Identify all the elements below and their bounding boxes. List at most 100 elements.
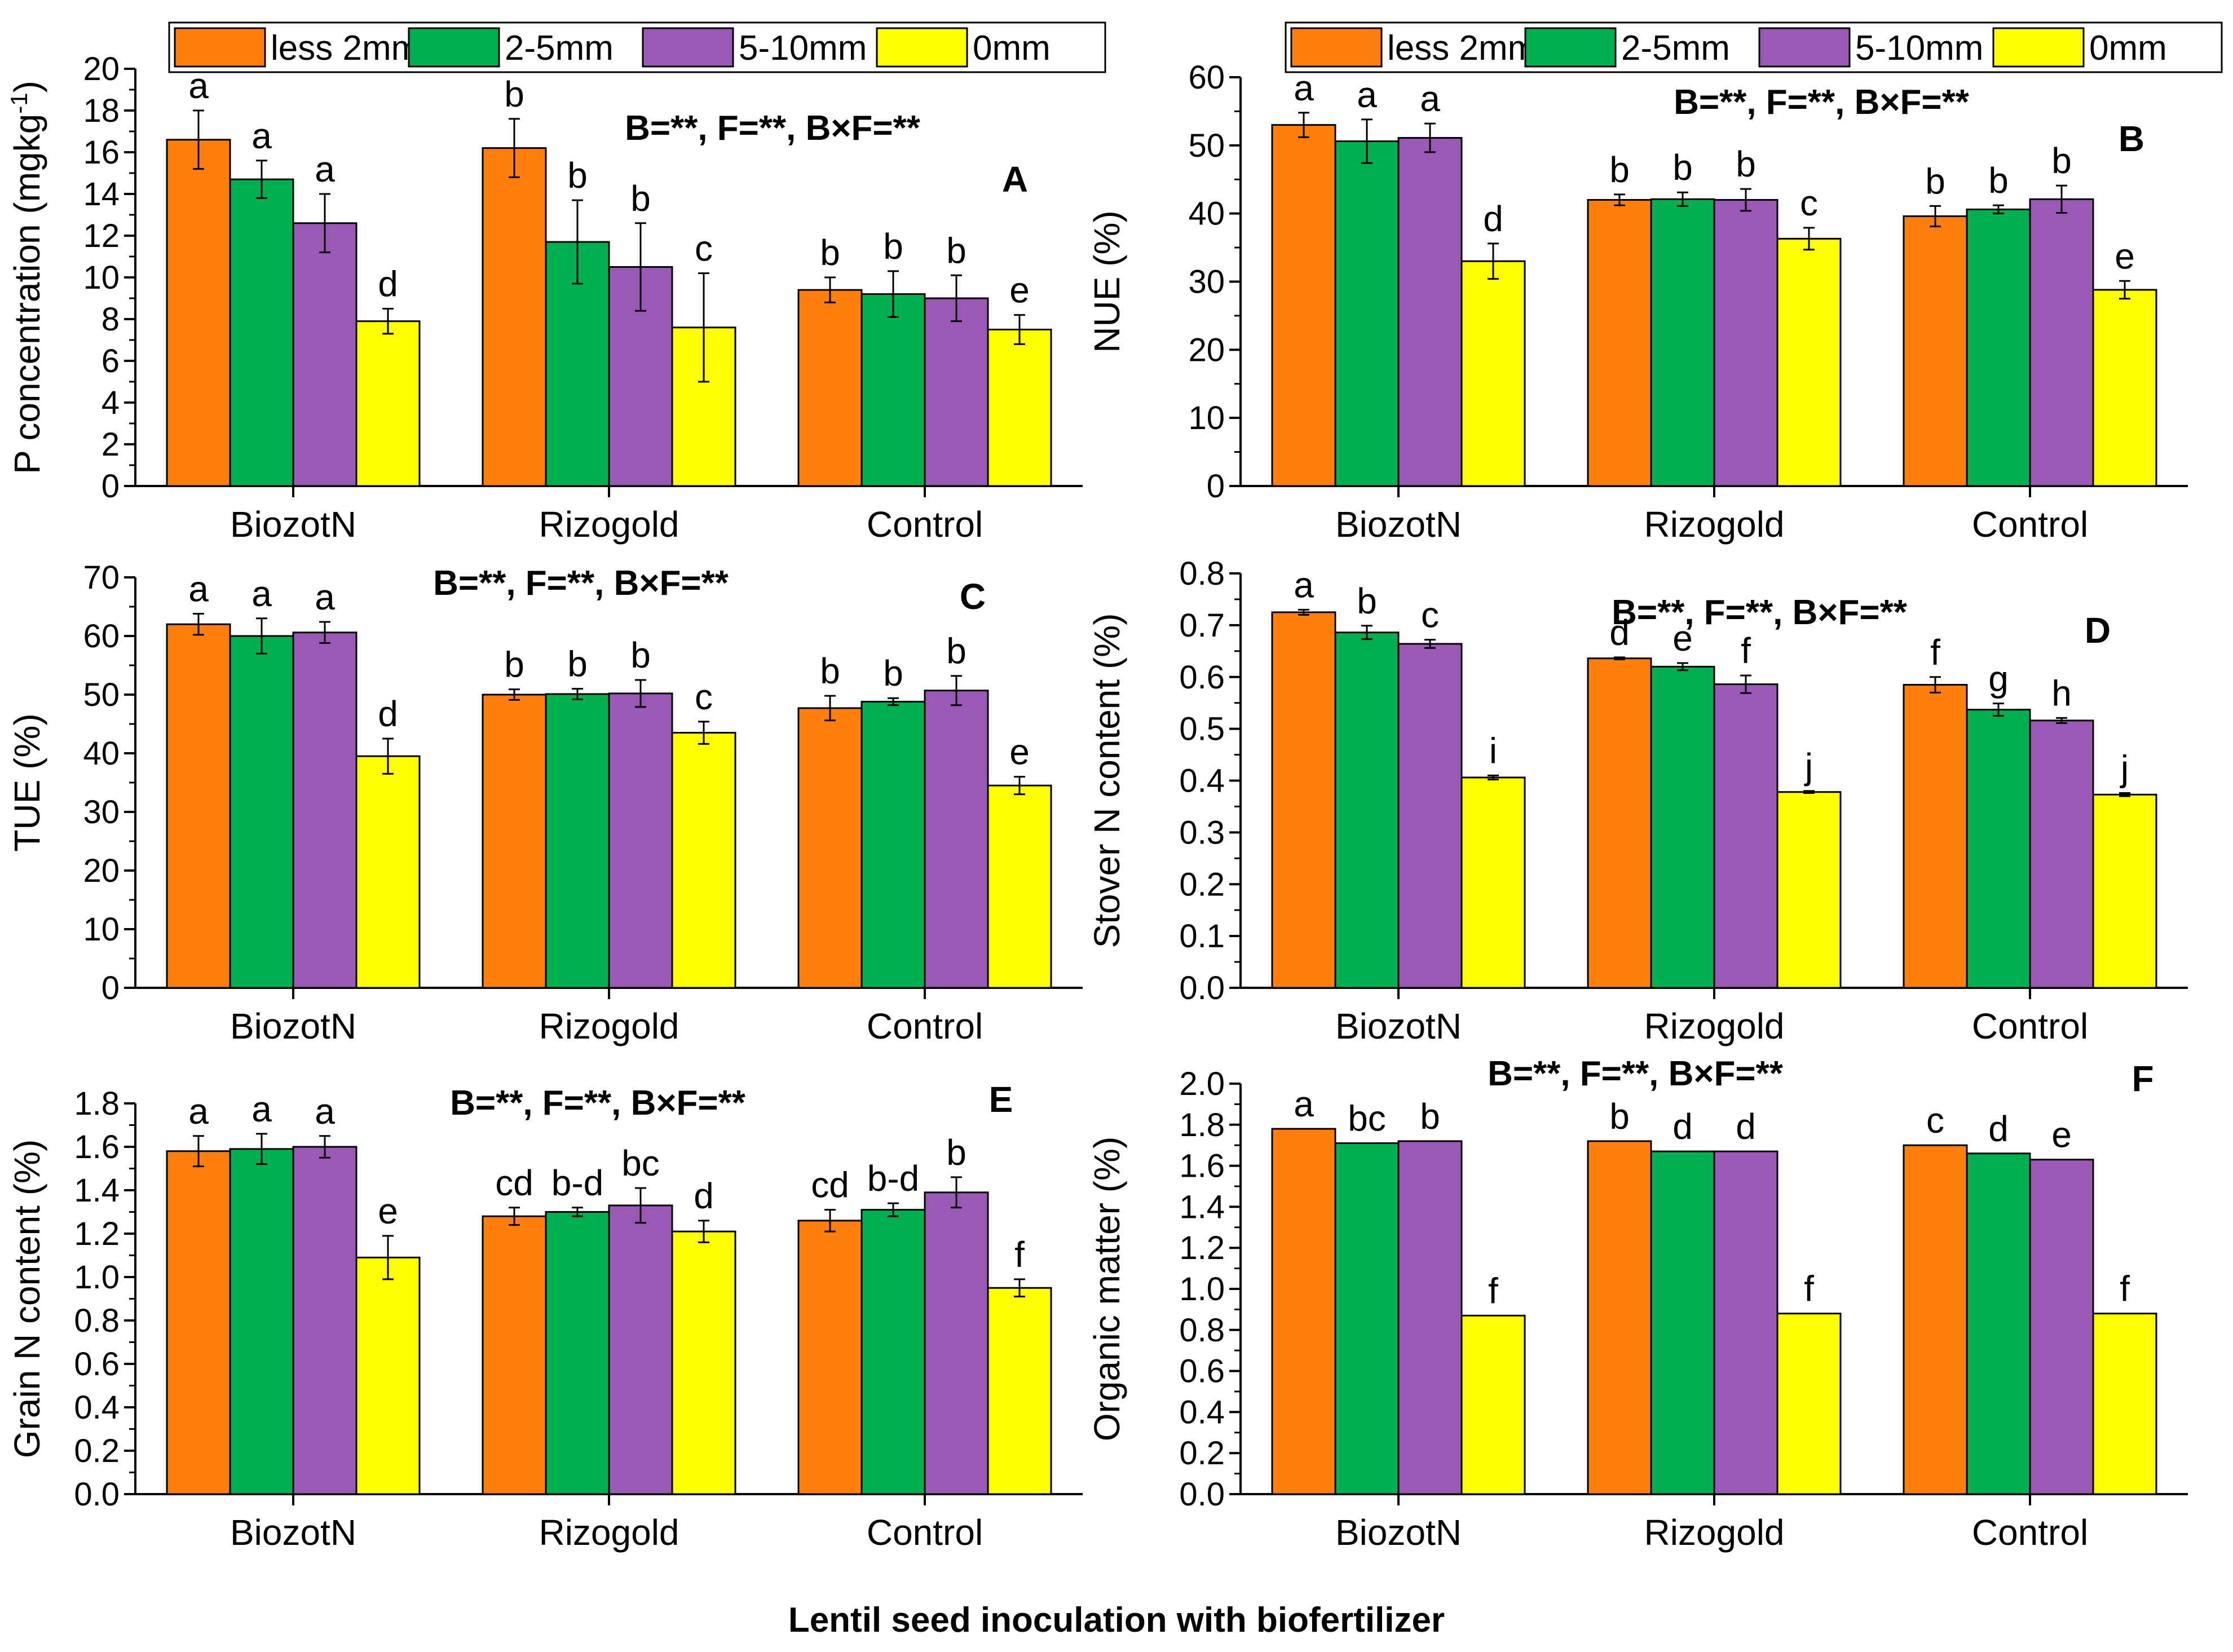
panel-letter: E: [989, 1079, 1013, 1120]
y-tick-label: 1.8: [74, 1085, 120, 1122]
bar: [1460, 1314, 1526, 1495]
significance-letter: f: [1930, 632, 1940, 673]
y-tick-label: 60: [83, 618, 120, 655]
x-category-label: BiozotN: [1335, 1512, 1462, 1553]
bar: [2029, 719, 2094, 989]
bar: [229, 1148, 294, 1495]
bar: [1776, 237, 1842, 487]
significance-letter: cd: [811, 1165, 849, 1205]
bar: [2092, 793, 2157, 989]
bar: [229, 178, 294, 487]
bar: [2029, 198, 2094, 487]
panel-letter: D: [2085, 610, 2111, 651]
y-tick-label: 0.6: [74, 1346, 120, 1382]
bar: [1397, 137, 1463, 487]
panel-letter: A: [1002, 159, 1028, 200]
significance-letter: b: [630, 635, 651, 675]
significance-letter: j: [2120, 748, 2129, 789]
y-tick-label: 0.4: [74, 1389, 120, 1426]
y-tick-label: 12: [83, 218, 120, 254]
panel-a: 0 2 4 6 8 10 12 14 16 18 20 P concentration (mgkg-1…: [6, 21, 1106, 545]
legend-swatch: [1290, 27, 1383, 68]
bar: [1460, 260, 1526, 487]
bar: [860, 700, 926, 989]
legend-label: 0mm: [2089, 29, 2167, 68]
significance-letter: a: [1294, 564, 1314, 605]
significance-letter: b: [504, 74, 524, 114]
significance-letter: c: [695, 677, 713, 717]
panel-d: 0.0 0.1 0.2 0.3 0.4 0.5 0.6 0.7 0.8 Stover N cont…: [1087, 555, 2188, 1046]
significance-letter: e: [2051, 1115, 2072, 1155]
legend-label: 5-10mm: [1855, 29, 1983, 68]
anova-stats-label: B=**, F=**, B×F=**: [1488, 1054, 1784, 1093]
bar: [924, 297, 989, 487]
significance-letter: g: [1988, 659, 2009, 699]
y-tick-label: 50: [83, 677, 120, 713]
y-tick-label: 20: [1188, 332, 1225, 368]
significance-letter: e: [1009, 732, 1030, 772]
significance-letter: a: [1294, 1084, 1314, 1124]
significance-letter: b: [1925, 161, 1945, 201]
significance-letter: b: [1609, 1096, 1630, 1137]
bar: [608, 1204, 673, 1495]
x-category-label: Rizogold: [539, 1006, 679, 1046]
bar: [1460, 776, 1526, 989]
y-tick-label: 0.0: [1179, 970, 1225, 1006]
y-tick-label: 0.7: [1179, 607, 1225, 644]
y-tick-label: 0.6: [1179, 659, 1225, 696]
bar: [797, 707, 863, 989]
bar: [1903, 215, 1968, 487]
significance-letter: b: [1988, 160, 2009, 201]
x-category-label: BiozotN: [1335, 504, 1462, 545]
legend-swatch: [1992, 27, 2085, 68]
significance-letter: e: [1672, 618, 1693, 659]
significance-letter: c: [1926, 1100, 1944, 1141]
y-tick-label: 10: [83, 259, 120, 296]
figure-x-axis-label: Lentil seed inoculation with biofertiliz…: [788, 1601, 1445, 1640]
bar: [1271, 124, 1336, 487]
significance-letter: i: [1489, 730, 1497, 771]
significance-letter: a: [315, 149, 335, 189]
bar: [545, 1211, 610, 1495]
y-tick-label: 0.0: [74, 1476, 120, 1513]
significance-letter: e: [378, 1191, 398, 1231]
bar: [2029, 1159, 2094, 1495]
significance-letter: f: [1804, 1269, 1814, 1309]
legend-label: 5-10mm: [739, 29, 867, 68]
significance-letter: b: [883, 226, 903, 267]
y-tick-label: 4: [102, 385, 120, 421]
significance-letter: f: [1741, 630, 1751, 671]
significance-letter: h: [2051, 673, 2072, 713]
bar: [292, 631, 358, 989]
bar: [987, 1287, 1052, 1495]
significance-letter: a: [315, 1091, 335, 1132]
significance-letter: f: [1488, 1270, 1498, 1311]
legend-label: 0mm: [973, 29, 1051, 68]
significance-letter: b: [504, 644, 524, 685]
significance-letter: e: [1009, 270, 1030, 311]
significance-letter: b: [883, 653, 903, 694]
significance-letter: d: [1988, 1108, 2009, 1149]
y-tick-label: 40: [1188, 196, 1225, 232]
y-tick-label: 0.8: [1179, 555, 1225, 592]
bar: [2092, 289, 2157, 487]
bar: [987, 784, 1052, 989]
bar: [229, 635, 294, 989]
legend-label: 2-5mm: [1621, 29, 1730, 68]
bar: [1713, 683, 1779, 989]
significance-letter: d: [1609, 612, 1630, 653]
y-axis-label: Grain N content (%): [7, 1139, 47, 1459]
y-axis-label: TUE (%): [7, 713, 47, 851]
panel-c: 0 10 20 30 40 50 60 70 TUE (%) BiozotN a a a d Rizogol…: [7, 559, 1083, 1046]
legend: less 2mm 2-5mm 5-10mm 0mm: [1285, 21, 2223, 73]
significance-letter: d: [1672, 1106, 1693, 1147]
significance-letter: b: [946, 1132, 967, 1173]
y-tick-label: 20: [83, 852, 120, 889]
bar: [482, 1215, 547, 1495]
x-category-label: Control: [867, 1512, 983, 1553]
anova-stats-label: B=**, F=**, B×F=**: [450, 1084, 746, 1123]
bar: [355, 1256, 421, 1495]
y-tick-label: 0.2: [1179, 866, 1225, 903]
bar: [166, 1150, 231, 1495]
y-axis-label: NUE (%): [1087, 210, 1127, 352]
